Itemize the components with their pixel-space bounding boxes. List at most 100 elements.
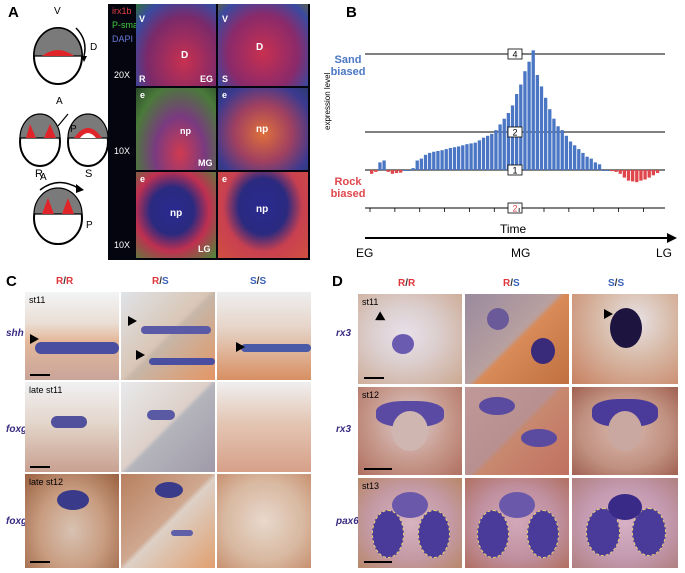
c-scale-bar-2 xyxy=(30,466,50,468)
micro-label-lg: LG xyxy=(198,244,211,254)
expression-bar xyxy=(498,124,502,170)
micrograph-eg-r xyxy=(136,4,216,86)
rock-biased-label: Rock biased xyxy=(330,176,366,200)
micrograph-mg-s xyxy=(218,88,308,170)
micro-label-np4: np xyxy=(256,204,269,215)
expression-bar xyxy=(655,170,660,174)
c-photo-r2c3 xyxy=(217,382,311,472)
x-axis-label: Time xyxy=(500,222,527,236)
schematic-label-p: P xyxy=(70,124,77,135)
d-scale-bar-3 xyxy=(364,561,392,563)
micrograph-lg-r xyxy=(136,172,216,258)
expression-bar xyxy=(564,135,569,170)
legend-dapi: DAPI xyxy=(112,34,134,44)
timepoint-lg: LG xyxy=(656,246,673,260)
expression-bar xyxy=(502,118,506,170)
expression-bar xyxy=(469,143,473,170)
expression-bar xyxy=(473,142,477,170)
expression-bar xyxy=(403,170,407,171)
expression-bar xyxy=(419,158,424,170)
micro-label-eg: EG xyxy=(200,74,214,84)
expression-bar xyxy=(548,109,552,170)
d-gene-rx3-2: rx3 xyxy=(336,424,352,435)
micro-label-v2: V xyxy=(222,14,229,24)
schematic-label-s: S xyxy=(85,168,93,180)
c-photo-r1c1 xyxy=(25,292,119,380)
level-box-3 xyxy=(507,202,523,214)
expression-bar xyxy=(539,86,544,170)
c-col-head-ss: S/S xyxy=(250,276,267,287)
d-gene-pax6: pax6 xyxy=(336,516,359,527)
expression-bar xyxy=(577,149,581,170)
micro-label-np1: np xyxy=(180,126,191,136)
d-photo-r1c1 xyxy=(358,294,462,384)
expression-bar xyxy=(382,160,386,170)
d-scale-bar-2 xyxy=(364,468,392,470)
expression-bar xyxy=(552,118,556,170)
mag-10x-1: 10X xyxy=(114,146,131,156)
expression-bar xyxy=(639,170,643,181)
expression-bar xyxy=(448,147,453,170)
d-photo-r2c3 xyxy=(572,387,678,475)
c-stage-late-st11: late st11 xyxy=(29,385,63,395)
expression-bar xyxy=(386,170,390,172)
c-stage-late-st12: late st12 xyxy=(29,477,64,487)
micro-label-np3: np xyxy=(170,208,183,219)
sand-biased-label: Sand biased xyxy=(330,54,366,78)
micrograph-mg-r xyxy=(136,88,216,170)
micro-label-np2: np xyxy=(256,124,269,135)
c-col-head-rr: R/R xyxy=(56,276,74,287)
c-gene-foxg1-1: foxg1 xyxy=(6,424,33,435)
expression-bar xyxy=(597,164,602,170)
expression-bar xyxy=(568,141,573,170)
expression-bar xyxy=(647,170,651,178)
expression-bar xyxy=(423,154,428,170)
egg-schematic-3 xyxy=(33,181,84,245)
expression-bar xyxy=(523,71,527,170)
expression-bar xyxy=(506,113,511,170)
expression-bar xyxy=(394,170,399,174)
expression-bar xyxy=(378,162,382,170)
level-box-2 xyxy=(507,164,523,176)
expression-bar xyxy=(461,145,465,170)
micro-label-r: R xyxy=(139,74,146,84)
expression-bar xyxy=(407,170,411,171)
egg-schematic-1 xyxy=(33,27,87,85)
expression-bar xyxy=(610,170,614,172)
timepoint-eg: EG xyxy=(356,246,374,260)
expression-bar xyxy=(390,170,395,174)
d-arrowhead-2 xyxy=(604,309,613,319)
micrograph-eg-s xyxy=(218,4,308,86)
d-col-head-ss: S/S xyxy=(608,278,625,289)
schematic-label-r: R xyxy=(35,168,43,180)
expression-bar xyxy=(452,147,457,170)
schematic-label-a: A xyxy=(56,96,63,107)
schematic-label-d: D xyxy=(90,42,98,53)
c-gene-shh: shh xyxy=(6,328,24,339)
level-label-3: 2 xyxy=(512,204,517,214)
expression-bar xyxy=(585,156,589,170)
c-photo-r3c1 xyxy=(25,474,119,568)
expression-bar xyxy=(494,130,498,170)
expression-bar xyxy=(622,170,627,178)
timepoint-mg: MG xyxy=(511,246,531,260)
schematic-label-p2: P xyxy=(86,220,93,231)
micro-label-e1: e xyxy=(140,90,146,100)
c-arrowhead-2 xyxy=(128,316,137,326)
expression-bar xyxy=(510,105,515,170)
expression-bar xyxy=(631,170,635,182)
expression-bar xyxy=(477,140,482,170)
expression-bar xyxy=(527,61,531,171)
panel-a-schematics xyxy=(19,27,108,245)
expression-bar xyxy=(531,50,535,170)
expression-bar xyxy=(535,75,540,170)
c-arrowhead-1 xyxy=(30,334,39,344)
c-gene-foxg1-2: foxg1 xyxy=(6,516,33,527)
d-photo-r2c2 xyxy=(465,387,569,475)
d-stage-st12: st12 xyxy=(362,390,380,400)
expression-bar xyxy=(486,135,490,170)
c-photo-r3c2 xyxy=(121,474,215,568)
expression-bar xyxy=(457,146,461,170)
d-photo-r3c2 xyxy=(465,478,569,568)
c-arrowhead-4 xyxy=(236,342,245,352)
